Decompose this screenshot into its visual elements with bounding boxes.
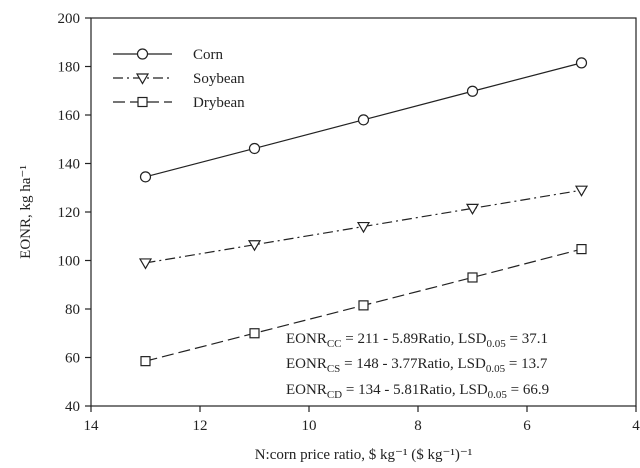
annotation-text: EONR	[286, 382, 327, 398]
data-point-soybean	[138, 258, 153, 270]
legend-label-drybean: Drybean	[193, 95, 245, 111]
plot-frame	[90, 17, 637, 407]
annotation-subscript: 0.05	[486, 363, 506, 375]
plot-area: 14 12 10 8 6 4 40 60 80 100 120 140 160 180 200 N:corn …	[18, 11, 640, 463]
data-point-soybean	[465, 203, 480, 216]
data-point-drybean	[140, 356, 151, 367]
equation-annotation-cd: EONRCD = 134 - 5.81Ratio, LSD0.05 = 66.9	[286, 382, 549, 401]
x-tick-label: 10	[302, 418, 317, 434]
x-tick-label: 14	[84, 418, 100, 434]
annotation-subscript: CC	[327, 338, 342, 350]
legend-marker-soybean	[135, 73, 150, 85]
annotation-text: EONR	[286, 356, 327, 372]
annotation-text: = 66.9	[507, 382, 549, 398]
data-point-drybean	[467, 272, 478, 283]
legend-label-corn: Corn	[193, 47, 224, 63]
annotation-text: = 134 - 5.81Ratio, LSD	[342, 382, 488, 398]
annotation-text: = 37.1	[506, 331, 548, 347]
annotation-text: EONR	[286, 331, 327, 347]
data-point-drybean	[576, 244, 587, 255]
x-tick-label: 6	[523, 418, 531, 434]
y-axis-label: EONR, kg ha⁻¹	[18, 165, 34, 259]
annotation-subscript: CS	[327, 363, 340, 375]
annotation-text: = 13.7	[505, 356, 548, 372]
data-point-corn	[575, 57, 588, 69]
y-tick-label: 80	[65, 302, 80, 318]
annotation-text: = 148 - 3.77Ratio, LSD	[340, 356, 486, 372]
y-tick-label: 100	[58, 254, 81, 270]
annotation-subscript: 0.05	[487, 338, 507, 350]
y-tick-label: 140	[58, 157, 81, 173]
data-point-drybean	[249, 328, 260, 339]
annotation-subscript: 0.05	[488, 389, 508, 401]
x-tick-label: 8	[414, 418, 422, 434]
data-point-soybean	[574, 185, 589, 197]
y-tick-label: 40	[65, 399, 80, 415]
annotation-subscript: CD	[327, 389, 342, 401]
equation-annotation-cs: EONRCS = 148 - 3.77Ratio, LSD0.05 = 13.7	[286, 356, 548, 375]
legend-label-soybean: Soybean	[193, 71, 245, 87]
legend-marker-drybean	[137, 96, 148, 108]
legend-marker-corn	[136, 48, 149, 60]
y-tick-label: 120	[58, 205, 81, 221]
y-tick-label: 200	[58, 11, 81, 27]
data-point-corn	[357, 114, 370, 126]
data-point-drybean	[358, 300, 369, 311]
y-tick-label: 60	[65, 351, 80, 367]
equation-annotation-cc: EONRCC = 211 - 5.89Ratio, LSD0.05 = 37.1	[286, 331, 548, 350]
data-point-corn	[466, 85, 479, 97]
data-point-corn	[248, 142, 261, 155]
data-point-corn	[139, 171, 152, 183]
x-tick-label: 4	[632, 418, 640, 434]
y-tick-label: 180	[58, 60, 81, 76]
x-axis-label: N:corn price ratio, $ kg⁻¹ ($ kg⁻¹)⁻¹	[255, 447, 473, 463]
y-tick-label: 160	[58, 108, 81, 124]
x-tick-label: 12	[193, 418, 208, 434]
data-point-soybean	[356, 221, 371, 234]
annotation-text: = 211 - 5.89Ratio, LSD	[342, 331, 487, 347]
data-point-soybean	[247, 240, 262, 252]
